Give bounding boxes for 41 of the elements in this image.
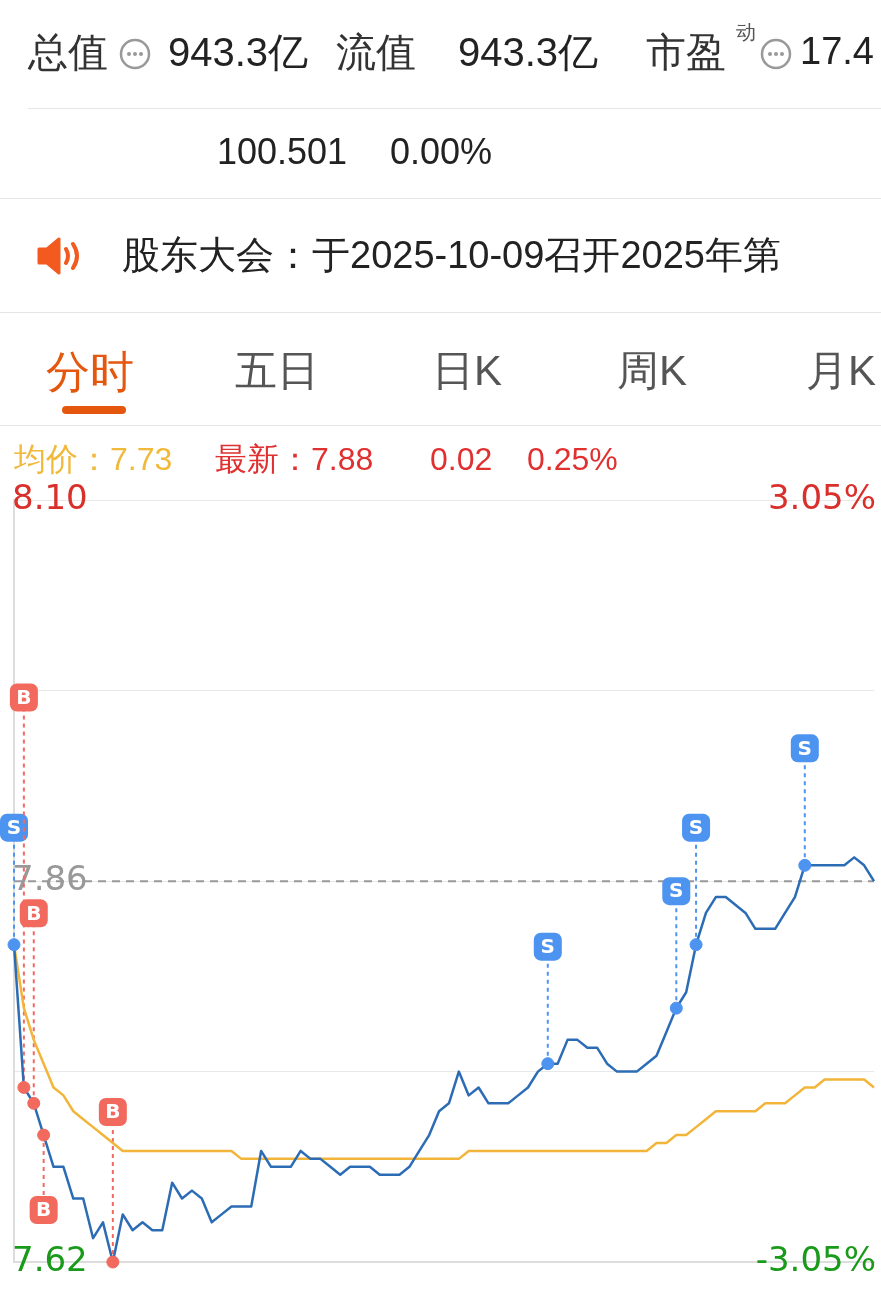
- text: 0.02: [430, 441, 493, 477]
- point: [7, 938, 21, 952]
- text: 0.00%: [390, 131, 493, 172]
- y-tick-label: 8.10: [12, 477, 88, 518]
- point: [17, 1080, 31, 1094]
- text: 最新：7.88: [215, 441, 374, 477]
- text: S: [6, 814, 22, 839]
- series-label: S: [669, 878, 684, 903]
- text: B: [26, 900, 42, 925]
- point: [541, 1057, 555, 1071]
- text: S: [688, 814, 704, 839]
- text: S: [540, 933, 555, 958]
- text: S: [797, 735, 813, 760]
- text: 100.501: [217, 131, 348, 172]
- text: 五日: [235, 347, 319, 394]
- point: [37, 1128, 51, 1142]
- text: 股东大会：于2025-10-09召开2025年第: [122, 234, 781, 276]
- text: 周K: [617, 347, 688, 394]
- text: 流值: [336, 30, 416, 74]
- y2-tick-label: 3.05%: [767, 477, 876, 518]
- text: 动: [736, 21, 756, 43]
- point: [27, 1096, 41, 1110]
- text: 总值: [28, 30, 108, 74]
- text: B: [36, 1197, 52, 1222]
- text: 市盈: [646, 30, 726, 74]
- text: 0.25%: [527, 441, 618, 477]
- text: 17.4: [800, 30, 874, 72]
- text: B: [16, 684, 32, 709]
- text: 分时: [46, 347, 134, 396]
- text: 日K: [432, 347, 503, 394]
- text: 月K: [806, 347, 877, 394]
- point: [669, 1001, 683, 1015]
- text: 943.3亿: [458, 30, 599, 74]
- y-tick-label: 7.62: [12, 1238, 88, 1279]
- text: 均价：7.73: [14, 441, 173, 477]
- text: B: [105, 1099, 121, 1124]
- text: 943.3亿: [168, 30, 309, 74]
- point: [106, 1255, 120, 1269]
- y2-tick-label: -3.05%: [755, 1238, 876, 1279]
- point: [798, 858, 812, 872]
- point: [689, 938, 703, 952]
